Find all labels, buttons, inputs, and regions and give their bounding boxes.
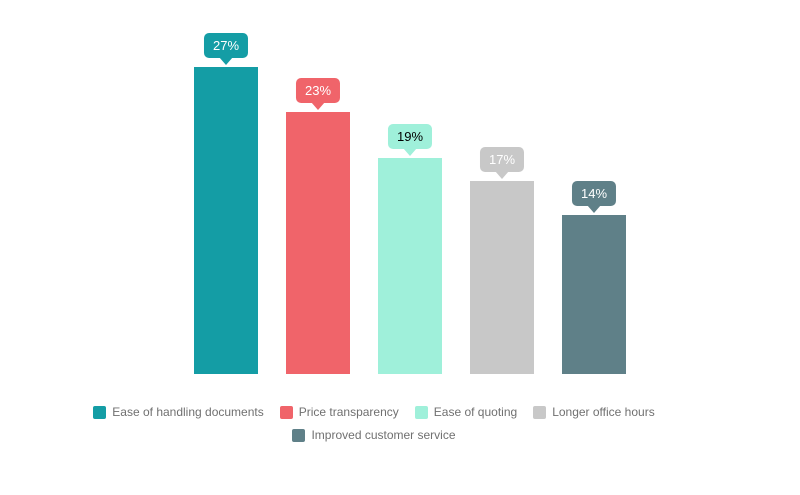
bar-4[interactable] [470, 181, 534, 374]
legend-swatch-icon [279, 405, 293, 419]
bar-1[interactable] [194, 67, 258, 374]
legend-item-4[interactable]: Longer office hours [533, 405, 655, 419]
tooltip-arrow-icon [403, 148, 417, 156]
legend-label: Ease of quoting [433, 405, 518, 419]
value-label-text: 19% [396, 129, 424, 144]
tooltip-arrow-icon [495, 171, 509, 179]
value-label-bubble-1: 27% [203, 33, 249, 65]
value-label-text: 23% [304, 83, 332, 98]
value-label-text: 27% [212, 38, 240, 53]
legend-swatch-icon [533, 405, 547, 419]
legend-swatch-icon [93, 405, 107, 419]
value-label-text: 17% [488, 152, 516, 167]
legend-swatch-icon [414, 405, 428, 419]
tooltip-arrow-icon [311, 102, 325, 110]
legend-swatch-icon [292, 428, 306, 442]
legend-item-5[interactable]: Improved customer service [292, 428, 456, 442]
legend-label: Longer office hours [552, 405, 655, 419]
legend-item-2[interactable]: Price transparency [279, 405, 399, 419]
value-label-bubble-5: 14% [571, 181, 617, 213]
legend-label: Improved customer service [311, 428, 456, 442]
value-label-text: 14% [580, 186, 608, 201]
legend-item-3[interactable]: Ease of quoting [414, 405, 518, 419]
value-label-bubble-2: 23% [295, 78, 341, 110]
value-label-bubble-3: 19% [387, 124, 433, 156]
tooltip-arrow-icon [587, 205, 601, 213]
legend-label: Ease of handling documents [112, 405, 264, 419]
bar-5[interactable] [562, 215, 626, 374]
legend-label: Price transparency [298, 405, 399, 419]
bar-2[interactable] [286, 112, 350, 374]
legend-item-1[interactable]: Ease of handling documents [93, 405, 264, 419]
legend: Ease of handling documents Price transpar… [64, 405, 684, 442]
tooltip-arrow-icon [219, 57, 233, 65]
bar-3[interactable] [378, 158, 442, 374]
value-label-bubble-4: 17% [479, 147, 525, 179]
plot-area: 27% 23% 19% 17% 14% [194, 33, 626, 374]
